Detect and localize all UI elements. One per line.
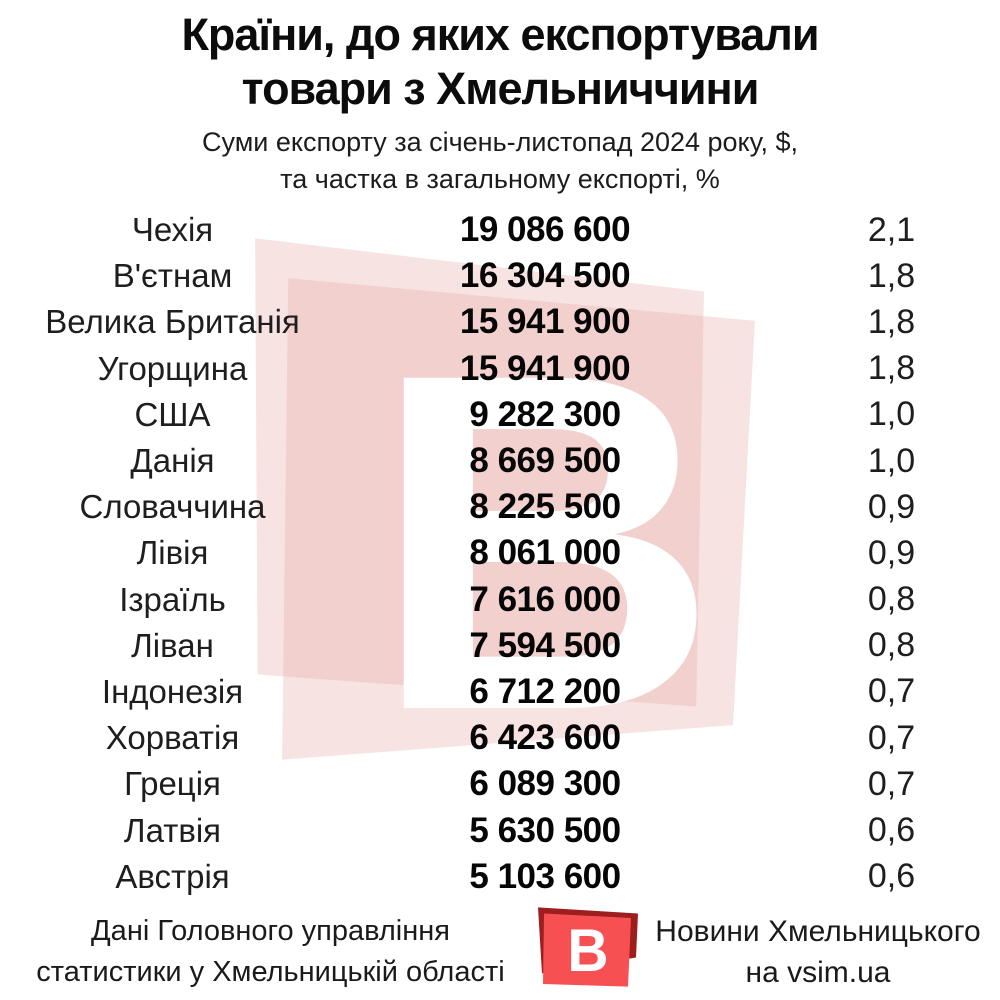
export-share: 0,6	[867, 857, 916, 896]
country-name: Греція	[124, 765, 221, 803]
table-row: Ліван 7 594 500 0,8	[0, 623, 1000, 669]
page-subtitle: Суми експорту за січень-листопад 2024 ро…	[0, 124, 1000, 198]
export-share: 1,0	[867, 441, 916, 480]
export-share: 1,8	[867, 256, 916, 295]
export-share: 2,1	[867, 210, 916, 249]
page-subtitle-line1: Суми експорту за січень-листопад 2024 ро…	[202, 127, 798, 157]
vsim-logo-letter: В	[567, 916, 609, 984]
page-title-line2: товари з Хмельниччини	[241, 63, 760, 114]
vsim-watermark-logo: В	[250, 233, 760, 810]
country-name: Велика Британія	[45, 303, 300, 341]
country-name: Австрія	[115, 857, 230, 895]
export-amount: 7 616 000	[469, 579, 621, 619]
brand-line2: на vsim.ua	[745, 956, 891, 989]
country-name: В'єтнам	[112, 257, 233, 295]
export-share: 1,0	[867, 395, 916, 434]
export-amount: 8 225 500	[469, 487, 621, 527]
country-name: Ліван	[131, 626, 214, 664]
page-title: Країни, до яких експортували товари з Хм…	[0, 8, 1000, 116]
export-share: 0,8	[867, 580, 916, 619]
vsim-logo: В	[538, 903, 638, 991]
table-row: Данія 8 669 500 1,0	[0, 438, 1000, 484]
table-row: Лівія 8 061 000 0,9	[0, 530, 1000, 576]
table-row: Індонезія 6 712 200 0,7	[0, 669, 1000, 715]
export-share: 0,7	[867, 718, 916, 757]
vsim-logo-front-shape	[543, 913, 631, 987]
export-share: 0,9	[867, 533, 916, 572]
export-amount: 8 669 500	[469, 441, 621, 481]
country-name: Словаччина	[79, 488, 266, 526]
data-source-line1: Дані Головного управління	[91, 915, 450, 947]
export-share: 1,8	[867, 302, 916, 341]
watermark-front-shape	[282, 278, 755, 760]
export-amount: 7 594 500	[469, 625, 621, 665]
export-amount: 5 103 600	[469, 856, 621, 896]
export-share: 0,9	[867, 487, 916, 526]
export-table: Чехія 19 086 600 2,1 В'єтнам 16 304 500 1,8 Ве…	[0, 207, 1000, 900]
table-row: Ізраїль 7 616 000 0,8	[0, 577, 1000, 623]
data-source-note: Дані Головного управління статистики у Х…	[18, 911, 523, 993]
table-row: Угорщина 15 941 900 1,8	[0, 346, 1000, 392]
table-row: Чехія 19 086 600 2,1	[0, 207, 1000, 253]
watermark-back-shape	[255, 238, 704, 707]
export-amount: 9 282 300	[469, 394, 621, 434]
table-row: Австрія 5 103 600 0,6	[0, 854, 1000, 900]
export-share: 0,7	[867, 672, 916, 711]
table-row: США 9 282 300 1,0	[0, 392, 1000, 438]
country-name: Ізраїль	[119, 580, 226, 618]
export-amount: 15 941 900	[459, 302, 631, 342]
export-amount: 19 086 600	[459, 210, 631, 250]
export-amount: 6 423 600	[469, 718, 621, 758]
export-share: 0,8	[867, 626, 916, 665]
export-share: 0,6	[867, 811, 916, 850]
country-name: Угорщина	[97, 349, 248, 387]
export-share: 1,8	[867, 349, 916, 388]
table-row: Словаччина 8 225 500 0,9	[0, 484, 1000, 530]
country-name: Лівія	[136, 534, 209, 572]
table-row: Хорватія 6 423 600 0,7	[0, 715, 1000, 761]
country-name: Індонезія	[101, 672, 244, 710]
table-row: Велика Британія 15 941 900 1,8	[0, 299, 1000, 345]
page-title-line1: Країни, до яких експортували	[181, 9, 819, 60]
export-amount: 16 304 500	[459, 256, 631, 296]
data-source-line2: статистики у Хмельницькій області	[36, 956, 505, 988]
page-subtitle-line2: та частка в загальному експорті, %	[280, 164, 720, 194]
brand-note: Новини Хмельницького на vsim.ua	[648, 911, 988, 993]
export-share: 0,7	[867, 764, 916, 803]
export-amount: 6 089 300	[469, 764, 621, 804]
country-name: Чехія	[131, 211, 214, 249]
brand-line1: Новини Хмельницького	[655, 915, 981, 948]
country-name: Хорватія	[105, 719, 240, 757]
export-amount: 8 061 000	[469, 533, 621, 573]
export-amount: 15 941 900	[459, 348, 631, 388]
table-row: В'єтнам 16 304 500 1,8	[0, 253, 1000, 299]
table-row: Латвія 5 630 500 0,6	[0, 807, 1000, 853]
country-name: Данія	[130, 442, 215, 480]
table-row: Греція 6 089 300 0,7	[0, 761, 1000, 807]
watermark-letter: В	[371, 272, 719, 810]
country-name: США	[134, 395, 211, 433]
export-amount: 5 630 500	[469, 810, 621, 850]
country-name: Латвія	[123, 811, 222, 849]
export-amount: 6 712 200	[469, 671, 621, 711]
